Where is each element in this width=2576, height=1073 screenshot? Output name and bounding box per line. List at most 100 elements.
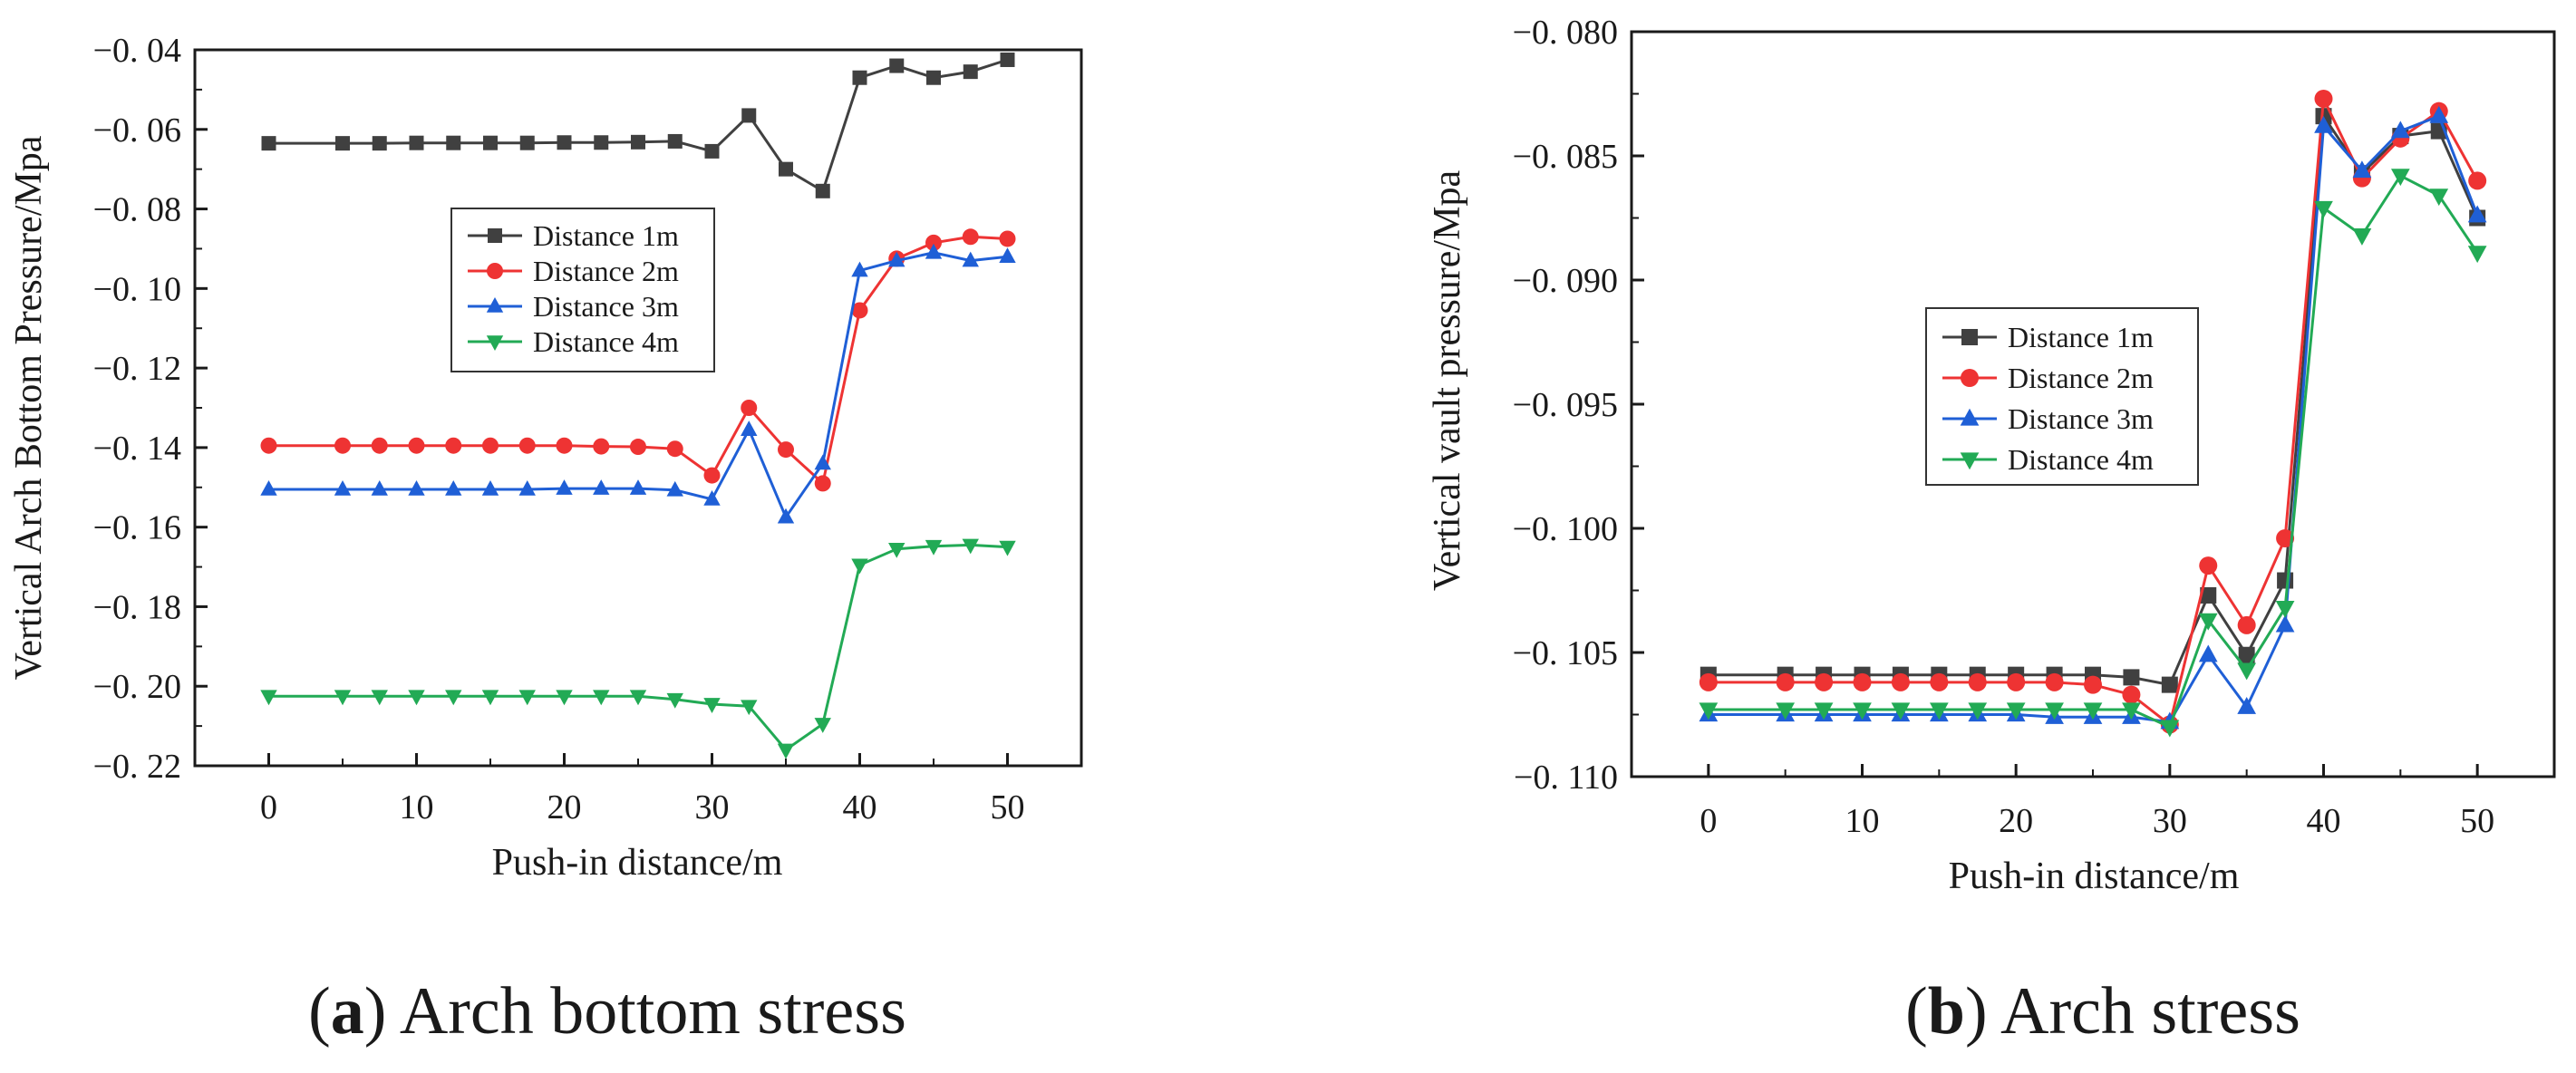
- chart-b-caption-text: Arch stress: [2000, 974, 2300, 1049]
- chart-a-data-point: [372, 136, 387, 151]
- chart-b-data-point: [2083, 702, 2103, 720]
- chart-a-data-point: [260, 690, 277, 706]
- chart-a-data-point: [260, 437, 277, 454]
- chart-a-data-point: [851, 261, 868, 277]
- chart-a-data-point: [888, 543, 905, 558]
- chart-a-series-line: [268, 251, 1008, 520]
- chart-a-legend-marker: [487, 263, 503, 279]
- chart-a-xtick-label: 30: [695, 788, 730, 826]
- chart-b-series-line: [1708, 114, 2479, 724]
- chart-a-ytick-label: −0. 14: [93, 430, 181, 468]
- chart-b-data-point: [2237, 697, 2257, 714]
- chart-a-data-point: [334, 479, 352, 496]
- chart-a-data-point: [851, 302, 868, 319]
- chart-a-data-point: [741, 108, 757, 123]
- chart-b-ytick-label: −0. 090: [1513, 262, 1618, 300]
- chart-b-data-point: [2314, 200, 2333, 218]
- chart-b-data-point: [1776, 672, 1795, 691]
- chart-b-ytick-label: −0. 095: [1513, 386, 1618, 424]
- chart-a-data-point: [962, 228, 979, 246]
- chart-a-ytick-label: −0. 06: [93, 111, 181, 150]
- chart-a-ytick-label: −0. 20: [93, 668, 181, 706]
- chart-b-data-point: [2429, 105, 2449, 123]
- chart-b-series-group: [1699, 89, 2487, 738]
- chart-a-data-point: [629, 690, 647, 706]
- chart-a-series-group: [260, 52, 1016, 759]
- chart-a-data-point: [925, 539, 943, 556]
- chart-a-xtick-label: 10: [400, 788, 434, 826]
- chart-a-data-point: [408, 479, 425, 496]
- chart-a-legend-marker: [488, 228, 502, 243]
- chart-a-ytick-label: −0. 04: [93, 32, 181, 70]
- chart-b-data-point: [2122, 685, 2141, 704]
- chart-b-data-point: [1929, 702, 1949, 720]
- chart-b-ytick-label: −0. 080: [1513, 14, 1618, 52]
- chart-a-legend-label: Distance 1m: [533, 219, 679, 252]
- chart-a-data-point: [519, 135, 535, 150]
- chart-b-data-point: [1891, 672, 1910, 691]
- chart-b-data-point: [2275, 601, 2295, 618]
- chart-a-data-point: [482, 437, 499, 454]
- chart-a-ytick-label: −0. 22: [93, 748, 181, 786]
- chart-b-data-point: [2045, 672, 2064, 691]
- chart-a-data-point: [593, 438, 610, 455]
- chart-a-data-point: [962, 538, 979, 555]
- chart-b-data-point: [2277, 572, 2294, 589]
- chart-a-data-point: [481, 479, 499, 496]
- chart-b-data-point: [2467, 205, 2487, 223]
- chart-b-data-point: [1699, 672, 1718, 691]
- chart-a-xtick-label: 40: [843, 788, 877, 826]
- chart-a-data-point: [261, 136, 276, 151]
- chart-b-data-point: [1815, 672, 1834, 691]
- chart-b-data-point: [2352, 228, 2372, 246]
- chart-b-data-point: [1776, 702, 1796, 720]
- chart-b-data-point: [2314, 115, 2333, 133]
- chart-a-data-point: [778, 441, 794, 459]
- chart-a-data-point: [962, 251, 979, 267]
- chart-a-ytick-label: −0. 16: [93, 509, 181, 547]
- chart-a-series-2: [260, 228, 1016, 492]
- chart-a-data-point: [445, 690, 462, 706]
- chart-a-ytick-label: −0. 18: [93, 588, 181, 626]
- chart-b-caption: (b) Arch stress: [1905, 974, 2300, 1049]
- chart-b-data-point: [2468, 171, 2487, 190]
- chart-a-data-point: [445, 479, 462, 496]
- chart-b-ytick-label: −0. 085: [1513, 138, 1618, 176]
- chart-b-data-point: [2198, 644, 2218, 662]
- chart-b-legend-label: Distance 2m: [2008, 362, 2154, 394]
- chart-b-data-point: [2123, 669, 2140, 686]
- chart-a-ytick-label: −0. 08: [93, 191, 181, 229]
- chart-b-data-point: [1699, 702, 1719, 720]
- chart-b-data-point: [2467, 246, 2487, 264]
- chart-a-data-point: [408, 437, 425, 454]
- chart-b: −0. 110 −0. 105 −0. 100 −0. 095 −0. 090 −0. 0…: [1427, 14, 2556, 1049]
- chart-a-data-point: [779, 161, 793, 177]
- chart-a-data-point: [703, 489, 721, 506]
- chart-a-data-point: [334, 690, 352, 706]
- chart-b-xtick-label: 10: [1845, 802, 1880, 840]
- chart-a-data-point: [999, 230, 1016, 247]
- chart-b-data-point: [1968, 702, 1988, 720]
- chart-a-data-point: [999, 247, 1016, 264]
- chart-a-series-4: [260, 538, 1016, 759]
- chart-a-data-point: [593, 690, 610, 706]
- chart-a-caption: (a) Arch bottom stress: [308, 974, 906, 1049]
- chart-a-data-point: [814, 718, 831, 733]
- chart-b-data-point: [2045, 702, 2064, 720]
- chart-a-series-3: [260, 243, 1016, 524]
- chart-a-data-point: [1000, 52, 1015, 67]
- chart-a-data-point: [814, 475, 831, 492]
- chart-a-data-point: [446, 135, 461, 150]
- chart-a-data-point: [815, 183, 830, 198]
- chart-a-ticks: −0. 22 −0. 20 −0. 18 −0. 16 −0. 14 −0. 12 −0. …: [93, 32, 1082, 826]
- chart-a-data-point: [556, 690, 573, 706]
- chart-a-data-point: [445, 437, 462, 454]
- chart-b-data-point: [1968, 672, 1987, 691]
- chart-b-data-point: [2084, 675, 2102, 694]
- chart-b-data-point: [1853, 702, 1872, 720]
- chart-b-data-point: [2160, 720, 2180, 738]
- chart-b-xtick-label: 40: [2307, 802, 2341, 840]
- chart-a-data-point: [334, 437, 351, 454]
- chart-b-data-point: [2275, 614, 2295, 633]
- chart-a-data-point: [408, 690, 425, 706]
